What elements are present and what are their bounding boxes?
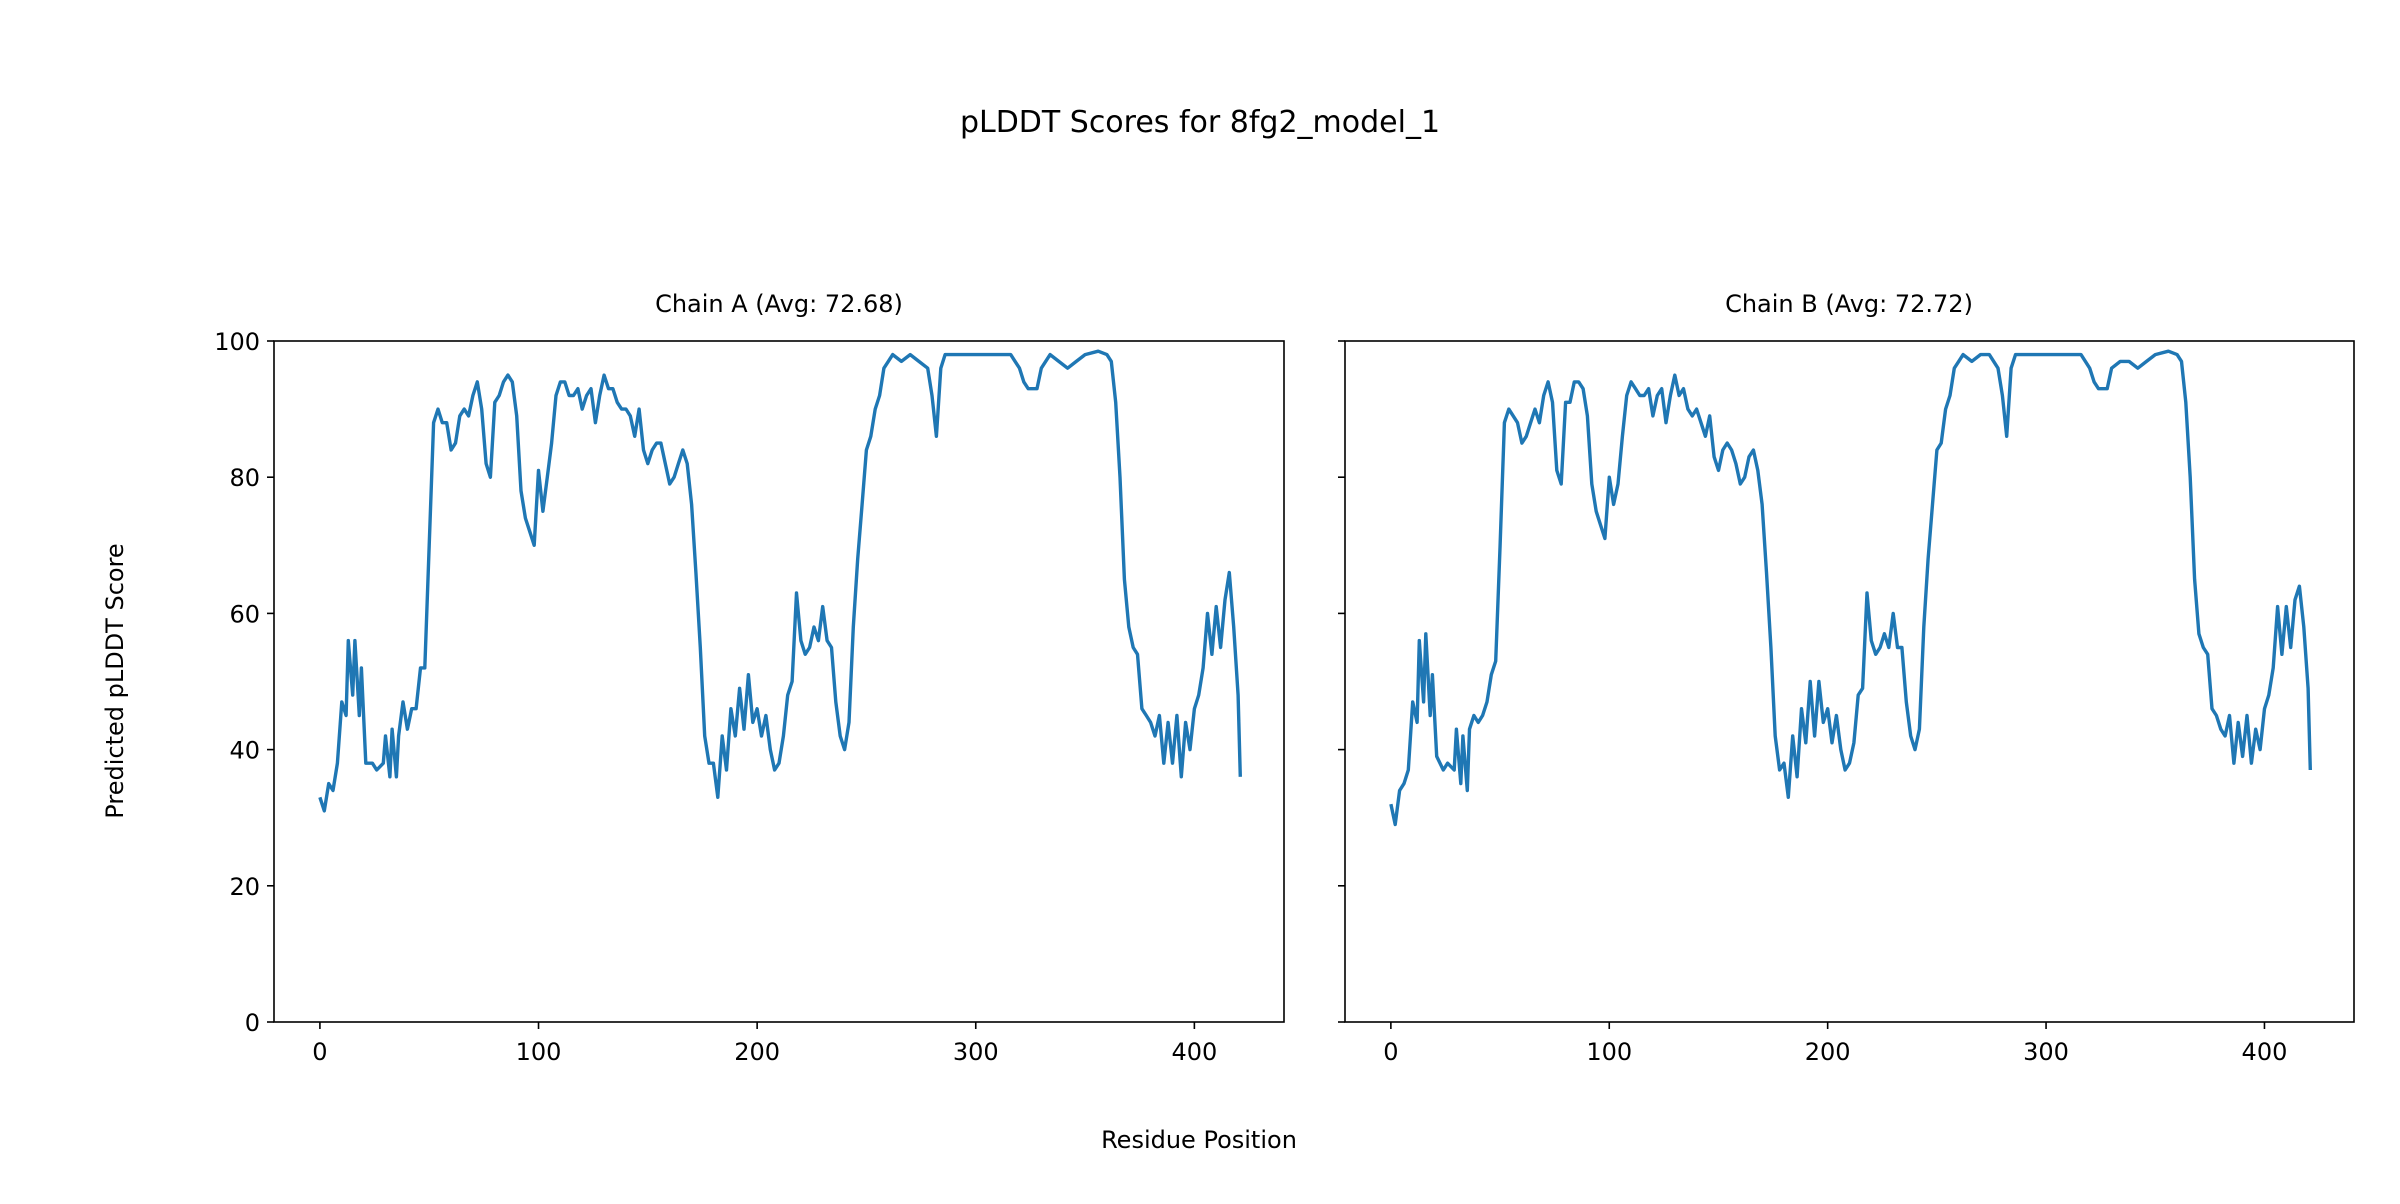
chain-a-ytick-label: 100 [214, 328, 260, 356]
chain-a-ytick-label: 40 [229, 737, 260, 765]
chain-b-xtick-label: 400 [2242, 1038, 2288, 1066]
chain-b-axes-frame [1344, 340, 2355, 1023]
chain-b-xtick-label: 200 [1805, 1038, 1851, 1066]
chain-b-xtick-label: 300 [2023, 1038, 2069, 1066]
chain-a-ytick-label: 80 [229, 464, 260, 492]
chain-a-xtick-label: 100 [516, 1038, 562, 1066]
chain-b-xtick-label: 100 [1586, 1038, 1632, 1066]
chain-b-xtick-label: 0 [1383, 1038, 1398, 1066]
chain-a-xtick-label: 200 [734, 1038, 780, 1066]
chain-a-xtick-label: 0 [312, 1038, 327, 1066]
chain-a-ytick-label: 0 [245, 1009, 260, 1037]
chain-a-axes: Chain A (Avg: 72.68) 0 100 200 300 400 0 20 40 6… [214, 290, 1285, 1066]
figure-xlabel: Residue Position [1101, 1126, 1297, 1154]
chain-a-ytick-label: 60 [229, 600, 260, 628]
chain-b-plddt-line [1389, 349, 2312, 827]
chain-a-xtick-label: 400 [1171, 1038, 1217, 1066]
chain-a-xtick-label: 300 [953, 1038, 999, 1066]
figure-ylabel: Predicted pLDDT Score [101, 543, 129, 818]
chain-a-title: Chain A (Avg: 72.68) [655, 290, 903, 318]
chain-a-plddt-line [318, 349, 1242, 813]
figure-title: pLDDT Scores for 8fg2_model_1 [960, 105, 1440, 140]
chain-a-axes-frame [273, 340, 1285, 1023]
chain-b-title: Chain B (Avg: 72.72) [1725, 290, 1973, 318]
chain-b-axes: Chain B (Avg: 72.72) 0 100 200 300 400 [1338, 290, 2355, 1066]
chain-a-ytick-label: 20 [229, 873, 260, 901]
